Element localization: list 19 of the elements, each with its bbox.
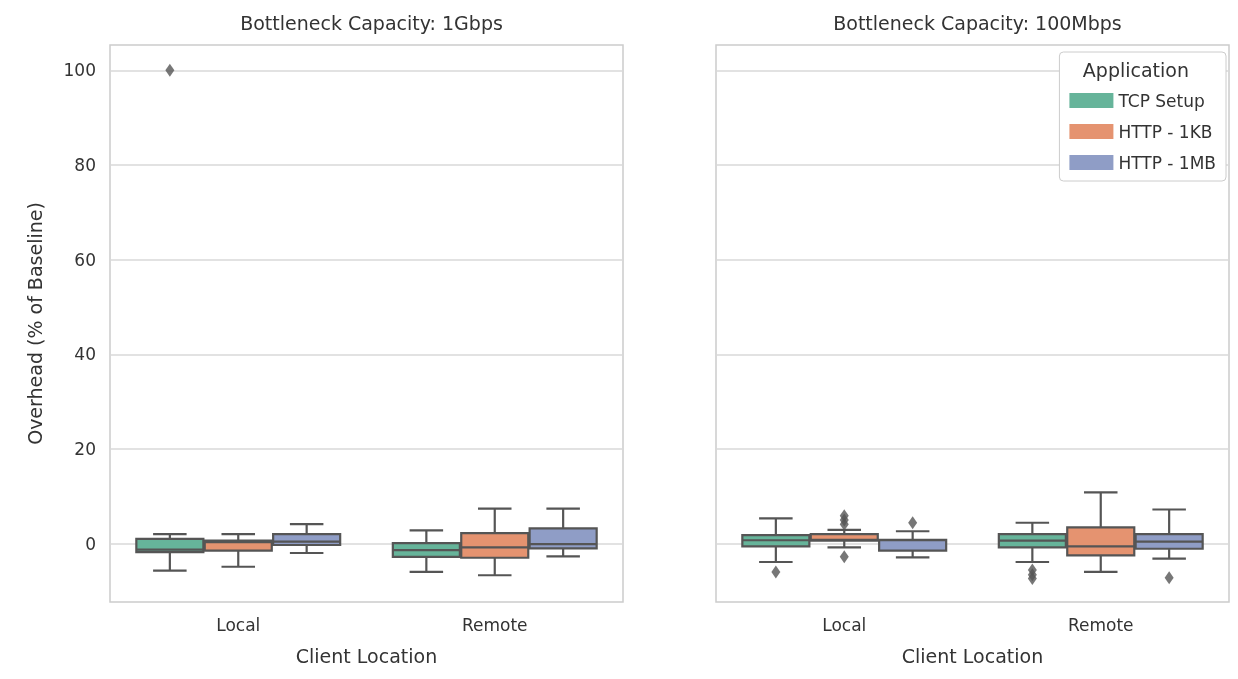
legend-label: HTTP - 1KB	[1118, 121, 1213, 142]
y-tick-label: 80	[74, 154, 96, 175]
x-axis-title: Client Location	[295, 644, 438, 667]
y-tick-label: 100	[63, 60, 96, 81]
y-tick-label: 20	[74, 438, 96, 459]
y-tick-label: 0	[85, 533, 96, 554]
chart-title: Bottleneck Capacity: 100Mbps	[833, 11, 1122, 34]
x-axis-title: Client Location	[901, 644, 1044, 667]
x-tick-label: Local	[216, 614, 261, 635]
legend-label: TCP Setup	[1117, 90, 1205, 111]
x-tick-label: Remote	[1067, 614, 1134, 635]
legend-title: Application	[1082, 58, 1190, 81]
legend-label: HTTP - 1MB	[1118, 152, 1216, 173]
y-axis-title: Overhead (% of Baseline)	[23, 202, 46, 445]
chart-title: Bottleneck Capacity: 1Gbps	[240, 11, 503, 34]
x-tick-label: Local	[822, 614, 867, 635]
y-tick-label: 60	[74, 249, 96, 270]
y-tick-label: 40	[74, 344, 96, 365]
x-tick-label: Remote	[461, 614, 528, 635]
